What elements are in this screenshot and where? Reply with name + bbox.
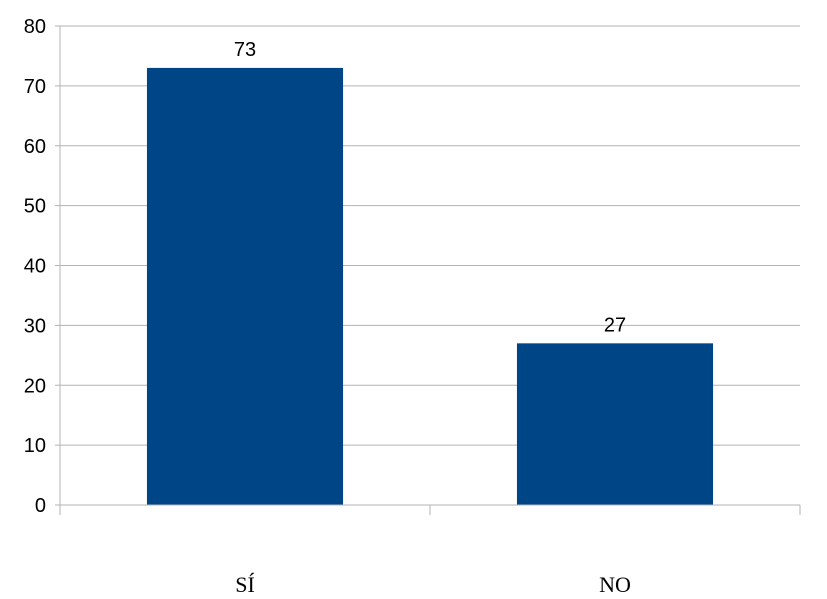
y-tick-label: 60 [24,136,46,158]
y-tick-label: 0 [35,495,46,517]
y-tick-label: 20 [24,375,46,397]
y-tick-label: 80 [24,16,46,38]
category-label: SÍ [235,572,255,597]
bars [147,68,713,505]
y-tick-label: 70 [24,76,46,98]
bar [147,68,343,505]
data-label: 73 [234,39,256,61]
y-tick-label: 30 [24,315,46,337]
data-label: 27 [604,314,626,336]
category-label: NO [599,572,631,597]
y-tick-label: 10 [24,435,46,457]
y-tick-label: 40 [24,256,46,278]
y-tick-label: 50 [24,196,46,218]
category-labels: SÍ NO [235,572,631,597]
y-axis-ticks: 0 10 20 30 40 50 60 70 80 [24,16,60,517]
bar [517,343,713,505]
